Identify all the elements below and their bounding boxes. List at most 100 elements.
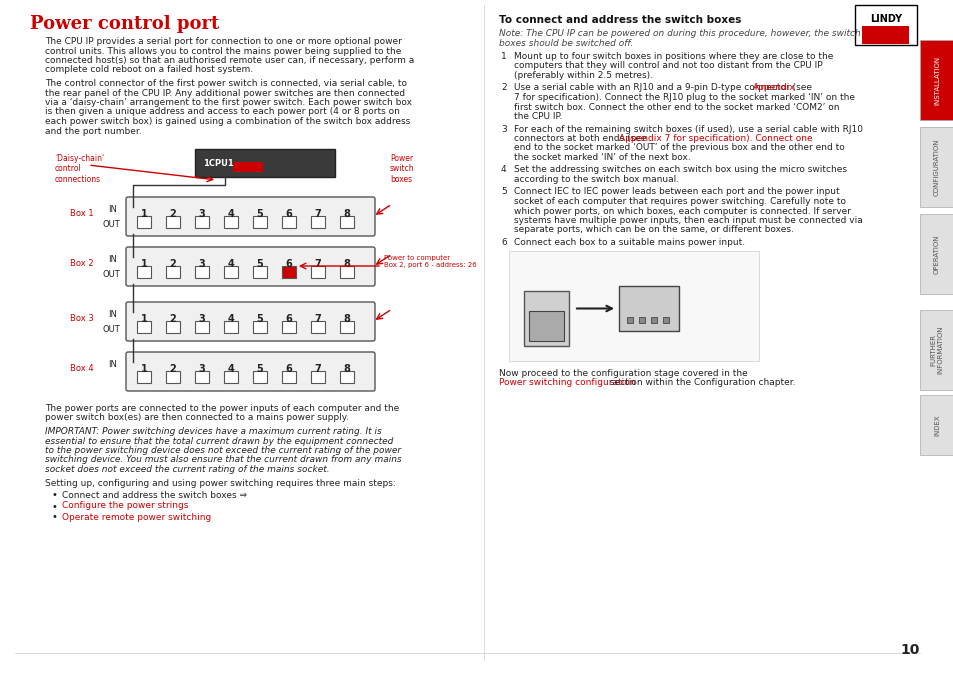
Bar xyxy=(224,216,237,228)
Text: 7: 7 xyxy=(314,364,321,374)
Text: according to the switch box manual.: according to the switch box manual. xyxy=(514,175,679,184)
Bar xyxy=(253,321,267,333)
Text: INSTALLATION: INSTALLATION xyxy=(933,55,939,105)
Text: IN: IN xyxy=(108,255,117,264)
Text: 4: 4 xyxy=(228,364,234,374)
Text: FURTHER
INFORMATION: FURTHER INFORMATION xyxy=(929,326,943,374)
Text: the socket marked ‘IN’ of the next box.: the socket marked ‘IN’ of the next box. xyxy=(514,153,690,162)
Text: Box 2: Box 2 xyxy=(70,259,93,268)
FancyBboxPatch shape xyxy=(126,247,375,286)
Text: 6: 6 xyxy=(285,209,292,219)
Text: each power switch box) is gained using a combination of the switch box address: each power switch box) is gained using a… xyxy=(45,117,410,126)
Bar xyxy=(224,266,237,278)
Bar xyxy=(523,290,568,346)
Bar xyxy=(339,216,354,228)
Bar xyxy=(253,216,267,228)
Bar xyxy=(224,321,237,333)
Text: 6: 6 xyxy=(500,238,506,247)
Text: 1: 1 xyxy=(140,364,147,374)
Text: computers that they will control and not too distant from the CPU IP: computers that they will control and not… xyxy=(514,61,821,70)
Text: Power control port: Power control port xyxy=(30,15,219,33)
Text: 2: 2 xyxy=(170,314,176,324)
Bar xyxy=(339,266,354,278)
Bar xyxy=(137,321,151,333)
Text: 5: 5 xyxy=(500,188,506,196)
Bar xyxy=(282,216,295,228)
Bar xyxy=(919,214,953,294)
Text: 6: 6 xyxy=(285,364,292,374)
Bar xyxy=(529,310,563,340)
Text: 4: 4 xyxy=(228,314,234,324)
Text: Power
switch
boxes: Power switch boxes xyxy=(390,154,415,184)
Text: OUT: OUT xyxy=(103,270,121,279)
Bar xyxy=(224,371,237,383)
Bar xyxy=(862,26,908,44)
FancyBboxPatch shape xyxy=(126,302,375,341)
Text: IN: IN xyxy=(108,310,117,319)
Text: 3: 3 xyxy=(198,364,205,374)
Text: 1: 1 xyxy=(140,209,147,219)
Text: Power switching configuration: Power switching configuration xyxy=(498,378,635,387)
Bar xyxy=(339,321,354,333)
Bar xyxy=(639,317,644,323)
Text: boxes should be switched off.: boxes should be switched off. xyxy=(498,38,633,47)
Bar xyxy=(339,371,354,383)
Text: via a ‘daisy-chain’ arrangement to the first power switch. Each power switch box: via a ‘daisy-chain’ arrangement to the f… xyxy=(45,98,412,107)
Bar xyxy=(311,371,325,383)
Text: Use a serial cable with an RJ10 and a 9-pin D-type connector (see: Use a serial cable with an RJ10 and a 9-… xyxy=(514,84,814,92)
Bar xyxy=(509,250,759,360)
Text: 6: 6 xyxy=(285,259,292,269)
Text: 4: 4 xyxy=(228,209,234,219)
Text: switching device. You must also ensure that the current drawn from any mains: switching device. You must also ensure t… xyxy=(45,456,401,464)
Text: which power ports, on which boxes, each computer is connected. If server: which power ports, on which boxes, each … xyxy=(514,207,850,215)
Text: The control connector of the first power switch is connected, via serial cable, : The control connector of the first power… xyxy=(45,79,407,88)
Text: 3: 3 xyxy=(198,259,205,269)
Text: Mount up to four switch boxes in positions where they are close to the: Mount up to four switch boxes in positio… xyxy=(514,52,833,61)
Text: Box 4: Box 4 xyxy=(70,364,93,373)
Bar xyxy=(233,162,263,172)
Bar xyxy=(194,216,209,228)
Bar xyxy=(311,266,325,278)
Text: •: • xyxy=(52,502,58,512)
Bar xyxy=(282,371,295,383)
Text: LINDY: LINDY xyxy=(869,14,902,24)
Text: Box 2, port 6 - address: 26: Box 2, port 6 - address: 26 xyxy=(384,262,476,268)
FancyBboxPatch shape xyxy=(126,197,375,236)
Bar xyxy=(854,5,916,45)
Bar xyxy=(137,216,151,228)
Text: Connect and address the switch boxes ⇒: Connect and address the switch boxes ⇒ xyxy=(62,491,247,500)
Text: socket of each computer that requires power switching. Carefully note to: socket of each computer that requires po… xyxy=(514,197,845,206)
Text: the CPU IP.: the CPU IP. xyxy=(514,112,561,121)
Text: Appendix 7 for specification). Connect one: Appendix 7 for specification). Connect o… xyxy=(618,134,812,143)
Bar xyxy=(919,127,953,207)
Text: 4: 4 xyxy=(500,165,506,175)
Text: 1: 1 xyxy=(140,314,147,324)
Text: OUT: OUT xyxy=(103,220,121,229)
Text: 5: 5 xyxy=(256,314,263,324)
Text: connectors at both ends (see: connectors at both ends (see xyxy=(514,134,649,143)
Text: IMPORTANT: Power switching devices have a maximum current rating. It is: IMPORTANT: Power switching devices have … xyxy=(45,427,381,436)
Text: 2: 2 xyxy=(170,259,176,269)
Bar xyxy=(919,395,953,455)
Bar xyxy=(311,216,325,228)
Text: Box 3: Box 3 xyxy=(70,314,93,323)
Text: INDEX: INDEX xyxy=(933,414,939,436)
Text: Appendix: Appendix xyxy=(752,84,795,92)
Bar xyxy=(650,317,657,323)
Text: the rear panel of the CPU IP. Any additional power switches are then connected: the rear panel of the CPU IP. Any additi… xyxy=(45,88,405,97)
Text: 8: 8 xyxy=(343,314,350,324)
Bar xyxy=(282,266,295,278)
Bar xyxy=(618,286,679,331)
Text: 5: 5 xyxy=(256,209,263,219)
Bar xyxy=(919,310,953,390)
Bar xyxy=(282,321,295,333)
Text: 2: 2 xyxy=(500,84,506,92)
Text: OUT: OUT xyxy=(103,325,121,334)
Text: OPERATION: OPERATION xyxy=(933,234,939,274)
Text: socket does not exceed the current rating of the mains socket.: socket does not exceed the current ratin… xyxy=(45,465,330,474)
Text: 10: 10 xyxy=(900,643,919,657)
Text: 5: 5 xyxy=(256,364,263,374)
Text: 3: 3 xyxy=(198,314,205,324)
Bar xyxy=(253,371,267,383)
Text: (preferably within 2.5 metres).: (preferably within 2.5 metres). xyxy=(514,71,652,80)
